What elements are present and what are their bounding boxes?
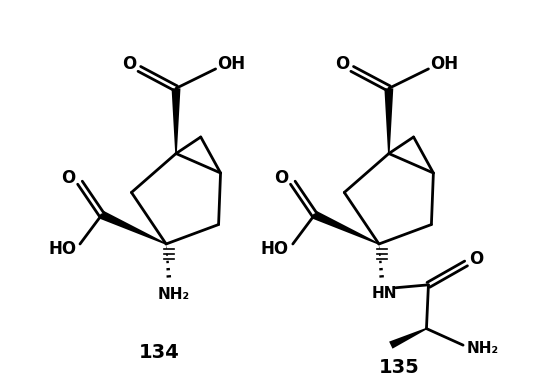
Text: HO: HO	[261, 240, 289, 258]
Polygon shape	[384, 88, 393, 154]
Text: O: O	[274, 169, 288, 187]
Text: OH: OH	[430, 55, 458, 73]
Text: 135: 135	[378, 358, 419, 377]
Text: NH₂: NH₂	[467, 341, 499, 355]
Polygon shape	[313, 211, 380, 245]
Text: O: O	[122, 55, 136, 73]
Text: O: O	[335, 55, 349, 73]
Text: OH: OH	[217, 55, 245, 73]
Polygon shape	[172, 88, 180, 154]
Text: HO: HO	[48, 240, 76, 258]
Text: 134: 134	[139, 343, 179, 362]
Text: O: O	[469, 250, 483, 267]
Polygon shape	[389, 328, 427, 349]
Text: HN: HN	[371, 286, 397, 301]
Polygon shape	[100, 211, 167, 245]
Text: O: O	[61, 169, 75, 187]
Text: NH₂: NH₂	[158, 287, 190, 302]
